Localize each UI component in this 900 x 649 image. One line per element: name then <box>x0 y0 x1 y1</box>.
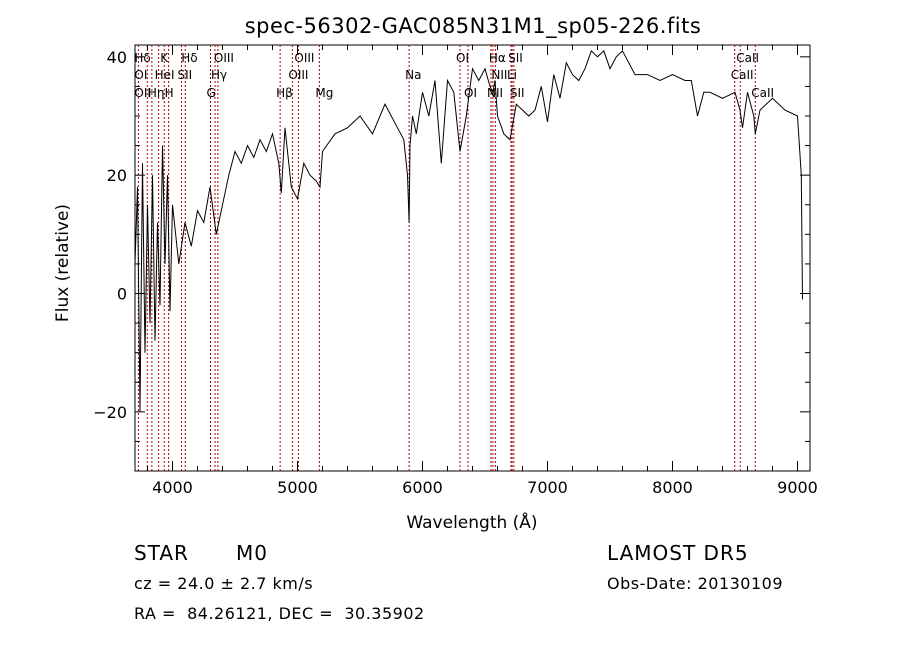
x-tick-label: 4000 <box>152 478 193 497</box>
spectral-subclass: M0 <box>236 541 268 565</box>
radial-velocity: cz = 24.0 ± 2.7 km/s <box>134 574 314 593</box>
emission-line-markers <box>137 45 756 471</box>
plot-frame <box>134 44 811 472</box>
y-tick-label: 0 <box>117 285 127 304</box>
line-marker-label: Na <box>405 68 421 82</box>
line-marker-label: K <box>160 51 169 65</box>
y-tick-label: 20 <box>107 166 127 185</box>
line-marker-label: Hδ <box>181 51 197 65</box>
line-marker-label: CaII <box>736 51 759 65</box>
line-marker-label: Hα <box>489 51 506 65</box>
line-marker-label: Hδ <box>134 51 150 65</box>
chart-title: spec-56302-GAC085N31M1_sp05-226.fits <box>245 14 702 39</box>
x-tick-label: 9000 <box>777 478 818 497</box>
sky-coordinates: RA = 84.26121, DEC = 30.35902 <box>134 604 425 623</box>
survey-name: LAMOST DR5 <box>607 541 749 565</box>
line-marker-label: SII <box>178 68 193 82</box>
x-tick-label: 8000 <box>652 478 693 497</box>
line-marker-label: NII <box>487 86 503 100</box>
line-marker-label: Hγ <box>211 68 227 82</box>
line-marker-label: Li <box>507 68 517 82</box>
line-marker-label: OI <box>456 51 469 65</box>
line-marker-label: Mg <box>315 86 333 100</box>
y-axis-label: Flux (relative) <box>53 204 73 322</box>
line-marker-label: G <box>207 86 216 100</box>
line-marker-label: CaII <box>751 86 774 100</box>
line-marker-label: CaII <box>731 68 754 82</box>
x-tick-label: 7000 <box>527 478 568 497</box>
x-tick-label: 6000 <box>402 478 443 497</box>
line-marker-label: Hβ <box>276 86 293 100</box>
x-tick-label: 5000 <box>277 478 318 497</box>
line-marker-label: HeI <box>155 68 175 82</box>
line-marker-label: OI <box>134 68 147 82</box>
line-marker-label: SII <box>510 86 525 100</box>
line-marker-label: Hη <box>148 86 165 100</box>
y-tick-label: 40 <box>107 48 127 67</box>
object-class: STAR <box>134 541 189 565</box>
spectrum-series-line <box>134 50 803 412</box>
line-marker-label: OIII <box>288 68 308 82</box>
line-marker-label: H <box>165 86 174 100</box>
line-marker-label: OIII <box>214 51 234 65</box>
line-marker-label: OI <box>464 86 477 100</box>
observation-date: Obs-Date: 20130109 <box>607 574 784 593</box>
line-marker-label: SII <box>508 51 523 65</box>
x-axis-label: Wavelength (Å) <box>406 511 537 533</box>
line-marker-label: OIII <box>294 51 314 65</box>
line-marker-label: OII <box>134 86 151 100</box>
y-tick-label: −20 <box>93 403 127 422</box>
line-marker-label: NII <box>491 68 507 82</box>
